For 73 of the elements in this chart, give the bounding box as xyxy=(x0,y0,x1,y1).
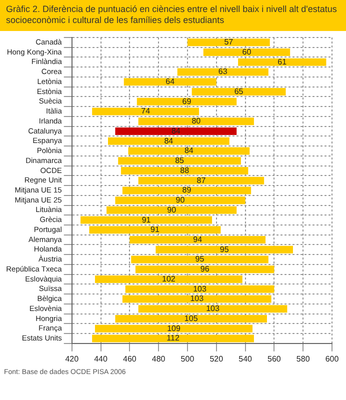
data-label: 64 xyxy=(166,77,176,86)
bar xyxy=(125,285,274,293)
bar xyxy=(122,186,252,194)
data-label: 84 xyxy=(184,146,194,156)
data-label: 57 xyxy=(224,38,234,47)
bar xyxy=(94,276,242,284)
bar xyxy=(92,334,254,342)
data-label: 84 xyxy=(171,126,181,136)
data-label: 69 xyxy=(182,96,192,106)
x-tick-label: 480 xyxy=(152,354,166,364)
bar xyxy=(130,236,266,244)
bar xyxy=(192,88,286,96)
data-label: 74 xyxy=(141,106,151,116)
data-label: 109 xyxy=(167,324,181,333)
bar xyxy=(187,38,270,46)
x-tick-label: 500 xyxy=(180,354,195,364)
bar xyxy=(124,78,216,86)
data-label: 103 xyxy=(206,304,220,314)
data-label: 103 xyxy=(190,294,204,304)
data-label: 91 xyxy=(142,215,152,224)
data-label: 60 xyxy=(242,48,252,57)
bar xyxy=(118,157,241,165)
bar xyxy=(80,216,212,224)
bar xyxy=(128,147,250,155)
bar xyxy=(238,58,326,66)
bar xyxy=(106,206,237,214)
data-label: 89 xyxy=(182,186,192,195)
data-label: 90 xyxy=(176,196,186,205)
data-label: 91 xyxy=(150,225,160,234)
bar xyxy=(115,314,267,322)
data-label: 105 xyxy=(184,314,198,323)
data-label: 80 xyxy=(192,116,202,126)
bar xyxy=(138,118,254,126)
x-tick-label: 420 xyxy=(65,354,80,364)
x-tick-label: 560 xyxy=(268,354,282,364)
data-label: 112 xyxy=(166,334,180,343)
data-label: 90 xyxy=(167,205,177,214)
data-label: 102 xyxy=(162,274,176,284)
bar xyxy=(131,256,268,264)
x-tick-label: 580 xyxy=(296,354,310,364)
bar xyxy=(115,196,246,204)
x-tick-label: 460 xyxy=(122,354,137,364)
data-label: 103 xyxy=(193,284,207,294)
data-label: 94 xyxy=(193,234,203,244)
data-label: 87 xyxy=(196,176,206,185)
bar xyxy=(122,295,272,303)
data-label: 88 xyxy=(180,166,190,175)
data-label: 65 xyxy=(234,86,244,96)
data-label: 85 xyxy=(175,156,185,166)
bar xyxy=(108,137,230,145)
bar xyxy=(115,127,237,135)
x-tick-label: 540 xyxy=(238,354,253,364)
bar xyxy=(94,324,253,332)
data-label: 84 xyxy=(164,136,174,146)
bar xyxy=(138,305,288,313)
data-label: 95 xyxy=(195,254,205,264)
bar xyxy=(156,246,293,254)
bar xyxy=(177,68,268,76)
data-label: 63 xyxy=(218,67,228,76)
bar xyxy=(136,98,237,106)
bar xyxy=(138,176,264,184)
bar xyxy=(89,226,221,234)
bar xyxy=(92,108,200,116)
data-label: 96 xyxy=(200,264,210,274)
x-tick-label: 440 xyxy=(94,354,108,364)
data-label: 95 xyxy=(220,244,230,254)
x-tick-label: 600 xyxy=(325,354,340,364)
bar xyxy=(203,48,290,56)
data-label: 61 xyxy=(278,57,288,66)
bar xyxy=(135,266,274,274)
chart-title: Gràfic 2. Diferència de puntuació en ciències entre el nivell baix i nivell alt d'estatus socioeconòmic i cultural de les famílies dels estudiants xyxy=(0,0,346,31)
x-tick-label: 520 xyxy=(210,354,224,364)
bar xyxy=(121,166,248,174)
